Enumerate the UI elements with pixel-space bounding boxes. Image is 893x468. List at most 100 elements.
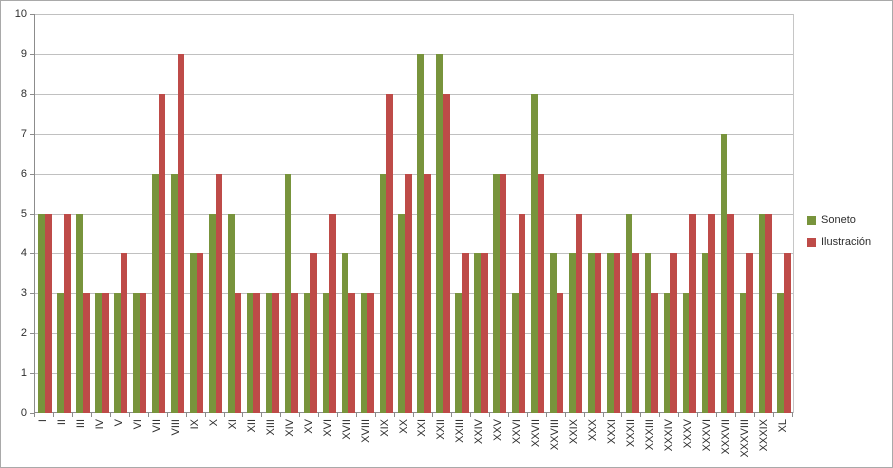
x-axis-label-XIV: XIV (283, 419, 296, 437)
x-axis-tick (186, 413, 187, 417)
x-axis-tick (318, 413, 319, 417)
gridline (35, 14, 793, 15)
gridline (35, 93, 793, 95)
x-axis-tick (110, 413, 111, 417)
gridline (35, 333, 793, 335)
bar-ilustracion-XXII (442, 93, 450, 413)
bar-soneto-XXXIII (644, 253, 652, 413)
x-axis-label-XXIII: XXIII (454, 419, 467, 443)
x-axis-tick (356, 413, 357, 417)
bar-soneto-XIX (379, 173, 387, 413)
x-axis-label-IV: IV (94, 419, 107, 430)
x-axis-tick (584, 413, 585, 417)
legend: Soneto Ilustración (807, 214, 871, 258)
y-axis-tick-label: 8 (20, 87, 27, 100)
x-axis-tick (716, 413, 717, 417)
y-axis-tick-label: 1 (20, 367, 27, 380)
bar-ilustracion-XXXVII (727, 213, 734, 413)
legend-label-soneto: Soneto (821, 214, 856, 226)
x-axis-tick (508, 413, 509, 417)
y-axis-tick-label: 5 (20, 207, 27, 220)
gridline (35, 373, 793, 375)
x-axis-label-II: II (56, 419, 69, 426)
x-axis-tick (621, 413, 622, 417)
bar-soneto-XXI (417, 53, 425, 413)
y-axis-tick (30, 134, 34, 135)
x-axis-tick (413, 413, 414, 417)
bar-ilustracion-XL (784, 253, 791, 413)
gridline (35, 53, 793, 55)
bar-ilustracion-XXIV (480, 253, 488, 413)
y-axis-tick-label: 2 (20, 327, 27, 340)
x-axis-tick (659, 413, 660, 417)
x-axis-label-XXVIII: XXVIII (549, 419, 562, 451)
bar-ilustracion-XIII (272, 293, 280, 413)
y-axis-tick-label: 4 (20, 247, 27, 260)
x-axis-label-XV: XV (302, 419, 315, 434)
x-axis-label-III: III (75, 419, 88, 429)
gridline (35, 133, 793, 135)
x-axis-label-XXVI: XXVI (511, 419, 524, 445)
bar-soneto-XVIII (360, 293, 368, 413)
bar-soneto-XXXII (625, 213, 633, 413)
x-axis-label-I: I (37, 419, 50, 423)
y-axis-tick-label: 10 (14, 8, 27, 20)
x-axis-label-XXXVIII: XXXVIII (738, 419, 751, 458)
bar-ilustracion-VII (158, 93, 166, 413)
bar-soneto-XXIII (455, 293, 462, 413)
x-axis-tick (261, 413, 262, 417)
x-axis-tick (451, 413, 452, 417)
x-axis-tick (394, 413, 395, 417)
bar-soneto-XXVIII (550, 253, 557, 413)
bar-soneto-XXIV (474, 253, 481, 413)
bar-soneto-XXXI (606, 253, 614, 413)
x-axis-tick (375, 413, 376, 417)
bar-soneto-XXX (587, 253, 595, 413)
x-axis-label-XII: XII (245, 419, 258, 433)
bar-ilustracion-I (45, 213, 52, 413)
x-axis-tick (205, 413, 206, 417)
bar-ilustracion-XIV (291, 293, 299, 413)
ilustracion-swatch-icon (807, 237, 816, 247)
x-axis-label-XIII: XIII (264, 419, 277, 436)
bar-soneto-XXXIV (663, 293, 671, 413)
bar-soneto-I (38, 213, 46, 413)
x-axis-tick (678, 413, 679, 417)
y-axis-tick (30, 333, 34, 334)
x-axis-tick (91, 413, 92, 417)
x-axis-label-XXIV: XXIV (473, 419, 486, 445)
bar-ilustracion-IX (196, 253, 204, 413)
bar-ilustracion-XXIII (461, 253, 469, 413)
x-axis-label-XVII: XVII (340, 419, 353, 440)
bar-ilustracion-XXIX (575, 213, 583, 413)
x-axis-label-VII: VII (151, 419, 164, 433)
x-axis-label-IX: IX (189, 419, 202, 430)
bar-soneto-VIII (171, 173, 178, 413)
x-axis-tick (565, 413, 566, 417)
x-axis-label-XI: XI (226, 419, 239, 430)
bar-soneto-VII (152, 173, 159, 413)
y-axis-tick-label: 3 (20, 287, 27, 300)
gridline (35, 253, 793, 255)
bar-soneto-XII (246, 293, 254, 413)
y-axis-tick (30, 413, 34, 414)
x-axis-label-XXVII: XXVII (530, 419, 543, 448)
x-axis-label-XXXIII: XXXIII (643, 419, 656, 451)
x-axis-tick (432, 413, 433, 417)
x-axis-label-XXXVII: XXXVII (719, 419, 732, 455)
x-axis-label-XL: XL (776, 419, 789, 433)
legend-label-ilustracion: Ilustración (821, 236, 872, 248)
x-axis-tick (603, 413, 604, 417)
x-axis-label-XXXV: XXXV (681, 419, 694, 449)
legend-item-soneto: Soneto (807, 214, 871, 226)
bar-ilustracion-XIX (386, 93, 393, 413)
x-axis-tick (792, 413, 793, 417)
y-axis-tick-label: 9 (20, 47, 27, 60)
bar-ilustracion-XI (234, 293, 242, 413)
gridline (35, 173, 793, 175)
x-axis-label-XX: XX (397, 419, 410, 434)
bar-ilustracion-X (215, 173, 223, 413)
bar-ilustracion-III (82, 293, 90, 413)
x-axis-label-XXXI: XXXI (605, 419, 618, 445)
